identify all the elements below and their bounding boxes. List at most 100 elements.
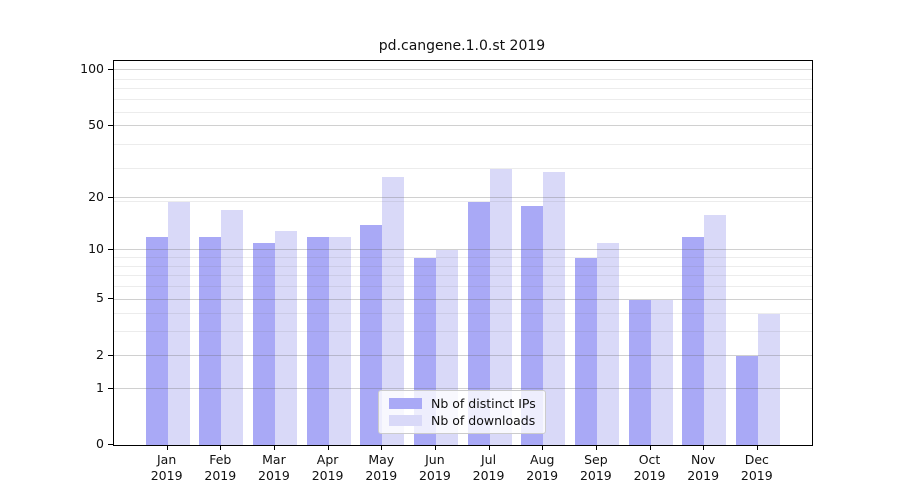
gridline-minor-8: [114, 265, 812, 267]
x-tick-feb: [220, 445, 222, 450]
x-tick-label-oct: Oct 2019: [618, 452, 682, 483]
legend-item-downloads: Nb of downloads: [389, 412, 537, 429]
y-tick-label-10: 10: [88, 241, 104, 257]
y-tick-label-20: 20: [88, 188, 104, 204]
bar-distinct-ips-apr: [306, 236, 329, 445]
x-tick-month: Jan: [157, 452, 177, 467]
x-tick-label-mar: Mar 2019: [242, 452, 306, 483]
x-tick-jun: [434, 445, 436, 450]
x-tick-oct: [649, 445, 651, 450]
x-tick-month: Feb: [209, 452, 232, 467]
gridline-major-50: [114, 124, 812, 126]
bar-distinct-ips-mar: [252, 243, 275, 445]
x-tick-month: Aug: [529, 452, 555, 467]
gridline-major-100: [114, 69, 812, 71]
gridline-minor-59: [114, 111, 812, 113]
x-tick-year: 2019: [579, 467, 612, 483]
gridline-major-5: [114, 298, 812, 300]
y-tick-1: [108, 387, 113, 389]
bar-distinct-ips-jan: [145, 236, 168, 445]
y-tick-2: [108, 354, 113, 356]
x-tick-year: 2019: [311, 467, 344, 483]
x-tick-may: [381, 445, 383, 450]
bar-distinct-ips-feb: [199, 236, 222, 445]
x-tick-month: Mar: [262, 452, 286, 467]
y-tick-5: [108, 298, 113, 300]
bar-distinct-ips-jul: [467, 201, 490, 445]
gridline-minor-4: [114, 313, 812, 315]
bar-distinct-ips-dec: [735, 355, 758, 445]
y-tick-20: [108, 196, 113, 198]
x-tick-jan: [166, 445, 168, 450]
legend-swatch-downloads: [389, 415, 422, 426]
y-tick-0: [108, 444, 113, 445]
bar-distinct-ips-nov: [682, 236, 705, 445]
x-tick-label-jan: Jan 2019: [135, 452, 199, 483]
bar-distinct-ips-sep: [574, 258, 597, 445]
legend-label-distinct-ips: Nb of distinct IPs: [431, 396, 536, 411]
y-tick-label-5: 5: [96, 290, 104, 306]
gridline-minor-69: [114, 98, 812, 100]
legend-swatch-distinct-ips: [389, 398, 422, 409]
legend-label-downloads: Nb of downloads: [431, 413, 536, 428]
x-tick-year: 2019: [472, 467, 505, 483]
gridline-major-2: [114, 354, 812, 356]
x-tick-year: 2019: [740, 467, 773, 483]
bar-downloads-jan: [167, 201, 190, 445]
bar-downloads-aug: [543, 171, 566, 445]
x-tick-nov: [703, 445, 705, 450]
gridline-minor-3: [114, 331, 812, 333]
chart-title: pd.cangene.1.0.st 2019: [378, 38, 546, 54]
y-tick-label-0: 0: [96, 436, 104, 451]
x-tick-apr: [327, 445, 329, 450]
bar-downloads-sep: [596, 243, 619, 445]
y-tick-label-2: 2: [96, 346, 104, 362]
grid-layer: [114, 61, 812, 445]
bar-downloads-mar: [274, 230, 297, 445]
y-tick-label-1: 1: [96, 379, 104, 395]
x-tick-label-apr: Apr 2019: [296, 452, 360, 483]
x-tick-year: 2019: [365, 467, 398, 483]
gridline-minor-79: [114, 88, 812, 90]
x-tick-month: Dec: [744, 452, 769, 467]
bar-distinct-ips-oct: [628, 299, 651, 445]
x-tick-year: 2019: [418, 467, 451, 483]
bar-downloads-dec: [757, 314, 780, 445]
gridline-minor-39: [114, 144, 812, 146]
y-tick-label-100: 100: [80, 61, 104, 77]
x-tick-label-feb: Feb 2019: [188, 452, 252, 483]
x-tick-label-jun: Jun 2019: [403, 452, 467, 483]
x-tick-year: 2019: [526, 467, 559, 483]
x-tick-dec: [756, 445, 758, 450]
bar-downloads-feb: [221, 210, 244, 445]
plot-area: [113, 60, 813, 446]
legend: Nb of distinct IPs Nb of downloads: [378, 390, 546, 434]
x-tick-label-sep: Sep 2019: [564, 452, 628, 483]
gridline-minor-9: [114, 257, 812, 258]
gridline-major-20: [114, 196, 812, 198]
x-tick-label-aug: Aug 2019: [510, 452, 574, 483]
gridline-minor-19: [114, 200, 812, 202]
x-tick-year: 2019: [150, 467, 183, 483]
bar-downloads-nov: [704, 214, 727, 445]
bar-downloads-may: [382, 177, 405, 445]
x-tick-mar: [273, 445, 275, 450]
x-tick-label-dec: Dec 2019: [725, 452, 789, 483]
x-tick-month: Oct: [638, 452, 661, 467]
x-tick-sep: [595, 445, 597, 450]
x-tick-month: May: [368, 452, 395, 467]
legend-item-distinct-ips: Nb of distinct IPs: [389, 395, 537, 412]
bar-distinct-ips-aug: [521, 205, 544, 445]
bar-downloads-apr: [328, 236, 351, 445]
y-tick-100: [108, 69, 113, 71]
gridline-minor-29: [114, 167, 812, 169]
x-tick-month: Apr: [316, 452, 339, 467]
x-tick-year: 2019: [258, 467, 290, 483]
x-tick-jul: [488, 445, 490, 450]
x-tick-month: Nov: [690, 452, 716, 467]
gridline-major-1: [114, 387, 812, 389]
x-tick-aug: [542, 445, 544, 450]
bar-distinct-ips-may: [360, 225, 383, 445]
x-tick-label-nov: Nov 2019: [671, 452, 735, 483]
x-tick-year: 2019: [687, 467, 720, 483]
